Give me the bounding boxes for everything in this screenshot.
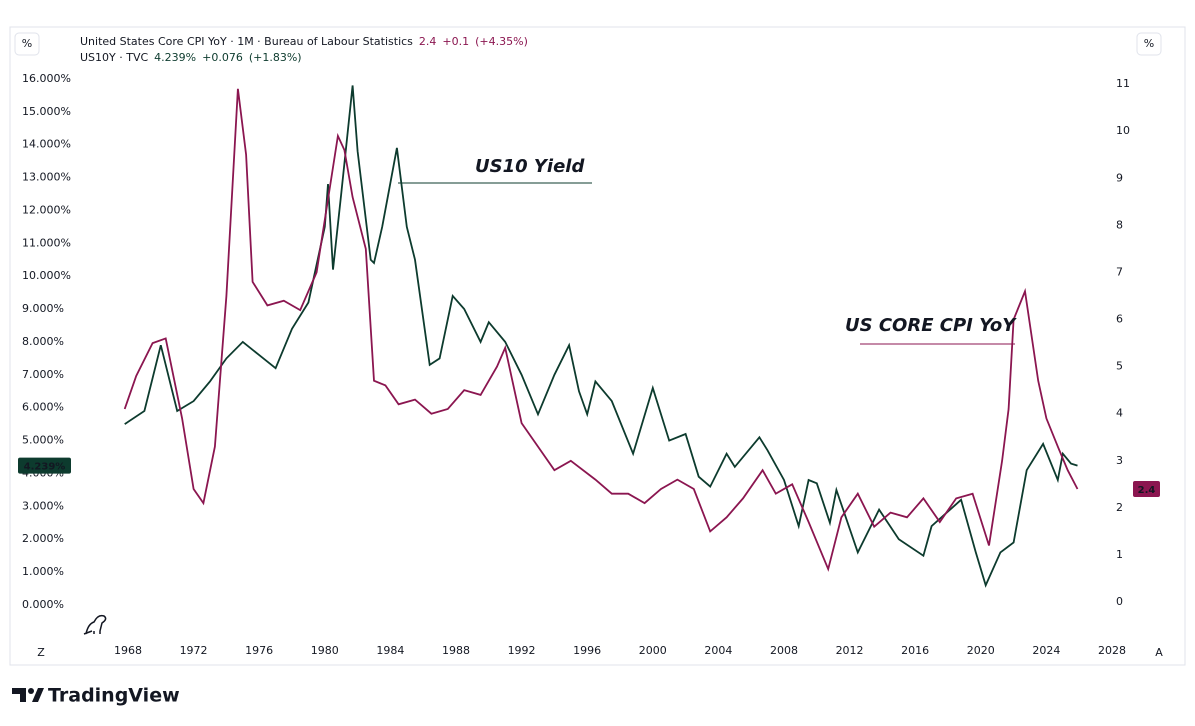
x-tick-label: 2020 <box>967 644 995 657</box>
y-tick-label: 14.000% <box>22 138 71 151</box>
annotation: US10 Yield <box>475 156 585 177</box>
x-tick-label: 1984 <box>376 644 404 657</box>
y2-tick-label: 6 <box>1116 313 1123 326</box>
last-value-badge <box>1133 481 1160 498</box>
y2-unit: % <box>1144 37 1154 50</box>
y-tick-label: 1.000% <box>22 565 64 578</box>
y-tick-label: 15.000% <box>22 105 71 118</box>
legend-change: +0.1 <box>442 35 469 48</box>
annotation: US CORE CPI YoY <box>845 315 1017 336</box>
last-value-label: 4.239% <box>24 462 66 473</box>
legend-change: +0.076 <box>202 51 243 64</box>
unit-box <box>1136 32 1162 56</box>
y-tick-label: 6.000% <box>22 401 64 414</box>
x-tick-label: 1976 <box>245 644 273 657</box>
x-tick-label: 1996 <box>573 644 601 657</box>
logo-mark <box>32 688 44 702</box>
dino-icon <box>83 614 107 635</box>
y-tick-label: 9.000% <box>22 302 64 315</box>
x-tick-label: 1980 <box>311 644 339 657</box>
x-tick-label: 1968 <box>114 644 142 657</box>
x-tick-label: 1972 <box>180 644 208 657</box>
y-unit: % <box>22 37 32 50</box>
y2-tick-label: 2 <box>1116 501 1123 514</box>
y2-tick-label: 10 <box>1116 124 1130 137</box>
x-tick-label: 2004 <box>704 644 732 657</box>
legend-name: United States Core CPI YoY · 1M · Bureau… <box>80 35 413 48</box>
y-tick-label: 8.000% <box>22 335 64 348</box>
x-tick-label: 1992 <box>508 644 536 657</box>
y2-tick-label: 0 <box>1116 595 1123 608</box>
y2-tick-label: 1 <box>1116 548 1123 561</box>
x-tick-label: 2024 <box>1032 644 1060 657</box>
y-tick-label: 10.000% <box>22 269 71 282</box>
legend-last-label: 4.239% <box>154 51 196 64</box>
y-tick-label: 7.000% <box>22 368 64 381</box>
y-tick-label: 3.000% <box>22 499 64 512</box>
y-tick-label: 0.000% <box>22 598 64 611</box>
x-tick-label: 1988 <box>442 644 470 657</box>
series-line <box>123 88 1079 572</box>
y-tick-label: 16.000% <box>22 72 71 85</box>
logo-mark <box>28 688 34 694</box>
legend-entry: United States Core CPI YoY · 1M · Bureau… <box>80 35 528 48</box>
y2-tick-label: 3 <box>1116 454 1123 467</box>
legend-entry: US10Y · TVC 4.239% +0.076 (+1.83%) <box>80 51 302 64</box>
y2-tick-label: 7 <box>1116 265 1123 278</box>
x-tick-label: 2012 <box>836 644 864 657</box>
y-tick-label: 2.000% <box>22 532 64 545</box>
unit-box <box>14 32 40 56</box>
legend-change-pct: (+1.83%) <box>249 51 302 64</box>
y-tick-label: 11.000% <box>22 236 71 249</box>
last-value-badge <box>18 457 71 474</box>
y2-tick-label: 11 <box>1116 77 1130 90</box>
x-tick-label: 2008 <box>770 644 798 657</box>
legend-last-label: 2.4 <box>419 35 437 48</box>
scale-button[interactable]: Z <box>37 646 45 659</box>
x-tick-label: 2016 <box>901 644 929 657</box>
legend-name: US10Y · TVC <box>80 51 148 64</box>
legend-change-pct: (+4.35%) <box>475 35 528 48</box>
y-tick-label: 12.000% <box>22 203 71 216</box>
last-value-label: 2.4 <box>1138 485 1156 496</box>
brand: TradingView <box>48 685 180 707</box>
scale-button[interactable]: A <box>1155 646 1163 659</box>
y-tick-label: 5.000% <box>22 434 64 447</box>
y2-tick-label: 4 <box>1116 407 1123 420</box>
brand-logo: TradingView <box>12 685 180 707</box>
y2-tick-label: 9 <box>1116 171 1123 184</box>
logo-mark <box>12 688 26 702</box>
y2-tick-label: 5 <box>1116 360 1123 373</box>
y2-tick-label: 8 <box>1116 218 1123 231</box>
chart-frame <box>9 26 1186 666</box>
y-tick-label: 13.000% <box>22 171 71 184</box>
x-tick-label: 2000 <box>639 644 667 657</box>
x-tick-label: 2028 <box>1098 644 1126 657</box>
